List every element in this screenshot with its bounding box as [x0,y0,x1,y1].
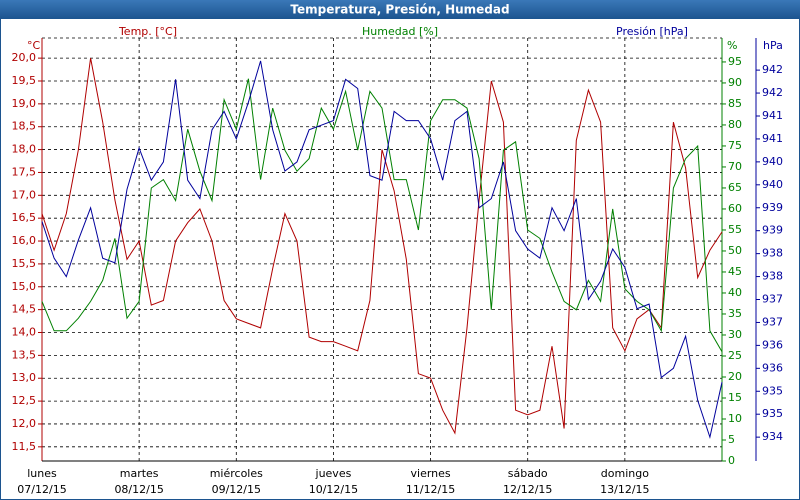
tick-label: 11,5 [12,440,37,453]
tick-label: 935 [762,407,783,420]
tick-label: 19,0 [12,97,37,110]
tick-label: 85 [728,97,742,110]
x-tick-label: 07/12/15 [17,483,66,496]
tick-label: 939 [762,201,783,214]
tick-label: 942 [762,63,783,76]
tick-label: 13,5 [12,348,37,361]
chart-title: Temperatura, Presión, Humedad [290,3,509,17]
tick-label: 35 [728,307,742,320]
tick-label: 939 [762,224,783,237]
legend-entry: Temp. [°C] [118,25,177,38]
x-tick-label: sábado [508,467,548,480]
tick-label: 5 [728,433,735,446]
tick-label: 935 [762,384,783,397]
y-axis-unit: °C [27,39,41,52]
tick-label: 13,0 [12,371,37,384]
tick-label: 15,5 [12,257,37,270]
tick-label: 20,0 [12,51,37,64]
x-tick-label: lunes [27,467,57,480]
tick-label: 936 [762,338,783,351]
x-tick-label: 09/12/15 [212,483,261,496]
tick-label: 70 [728,160,742,173]
tick-label: 17,5 [12,165,37,178]
tick-label: 18,0 [12,143,37,156]
tick-label: 90 [728,76,742,89]
tick-label: 40 [728,286,742,299]
x-tick-label: domingo [601,467,649,480]
tick-label: 16,0 [12,234,37,247]
legend-entry: Presión [hPa] [616,25,688,38]
x-tick-label: 13/12/15 [600,483,649,496]
tick-label: 14,5 [12,303,37,316]
tick-label: 17,0 [12,188,37,201]
x-tick-label: miércoles [210,467,263,480]
tick-label: 940 [762,178,783,191]
tick-label: 938 [762,270,783,283]
tick-label: 14,0 [12,325,37,338]
tick-label: 937 [762,315,783,328]
x-tick-label: martes [120,467,159,480]
plot-area [42,38,722,461]
series-line [41,60,723,439]
tick-label: 0 [728,454,735,467]
tick-label: 20 [728,370,742,383]
x-tick-label: 12/12/15 [503,483,552,496]
x-tick-label: 08/12/15 [114,483,163,496]
tick-label: 95 [728,55,742,68]
tick-label: 75 [728,139,742,152]
tick-label: 15,0 [12,280,37,293]
tick-label: 941 [762,132,783,145]
tick-label: 12,0 [12,417,37,430]
x-tick-label: viernes [411,467,451,480]
tick-label: 65 [728,181,742,194]
tick-label: 940 [762,155,783,168]
tick-label: 18,5 [12,120,37,133]
series-line [41,78,723,353]
tick-label: 942 [762,86,783,99]
tick-label: 936 [762,361,783,374]
tick-label: 50 [728,244,742,257]
title-bar [0,0,800,19]
tick-label: 55 [728,223,742,236]
tick-label: 15 [728,391,742,404]
x-tick-label: 10/12/15 [309,483,358,496]
legend-entry: Humedad [%] [362,25,438,38]
tick-label: 45 [728,265,742,278]
tick-label: 19,5 [12,74,37,87]
tick-label: 937 [762,293,783,306]
tick-label: 80 [728,118,742,131]
tick-label: 60 [728,202,742,215]
x-tick-label: jueves [315,467,352,480]
y2-axis-unit: % [727,39,737,52]
tick-label: 10 [728,412,742,425]
y3-axis-unit: hPa [763,39,783,52]
tick-label: 16,5 [12,211,37,224]
tick-label: 30 [728,328,742,341]
tick-label: 934 [762,430,783,443]
tick-label: 25 [728,349,742,362]
tick-label: 12,5 [12,394,37,407]
tick-label: 938 [762,247,783,260]
tick-label: 941 [762,109,783,122]
x-tick-label: 11/12/15 [406,483,455,496]
